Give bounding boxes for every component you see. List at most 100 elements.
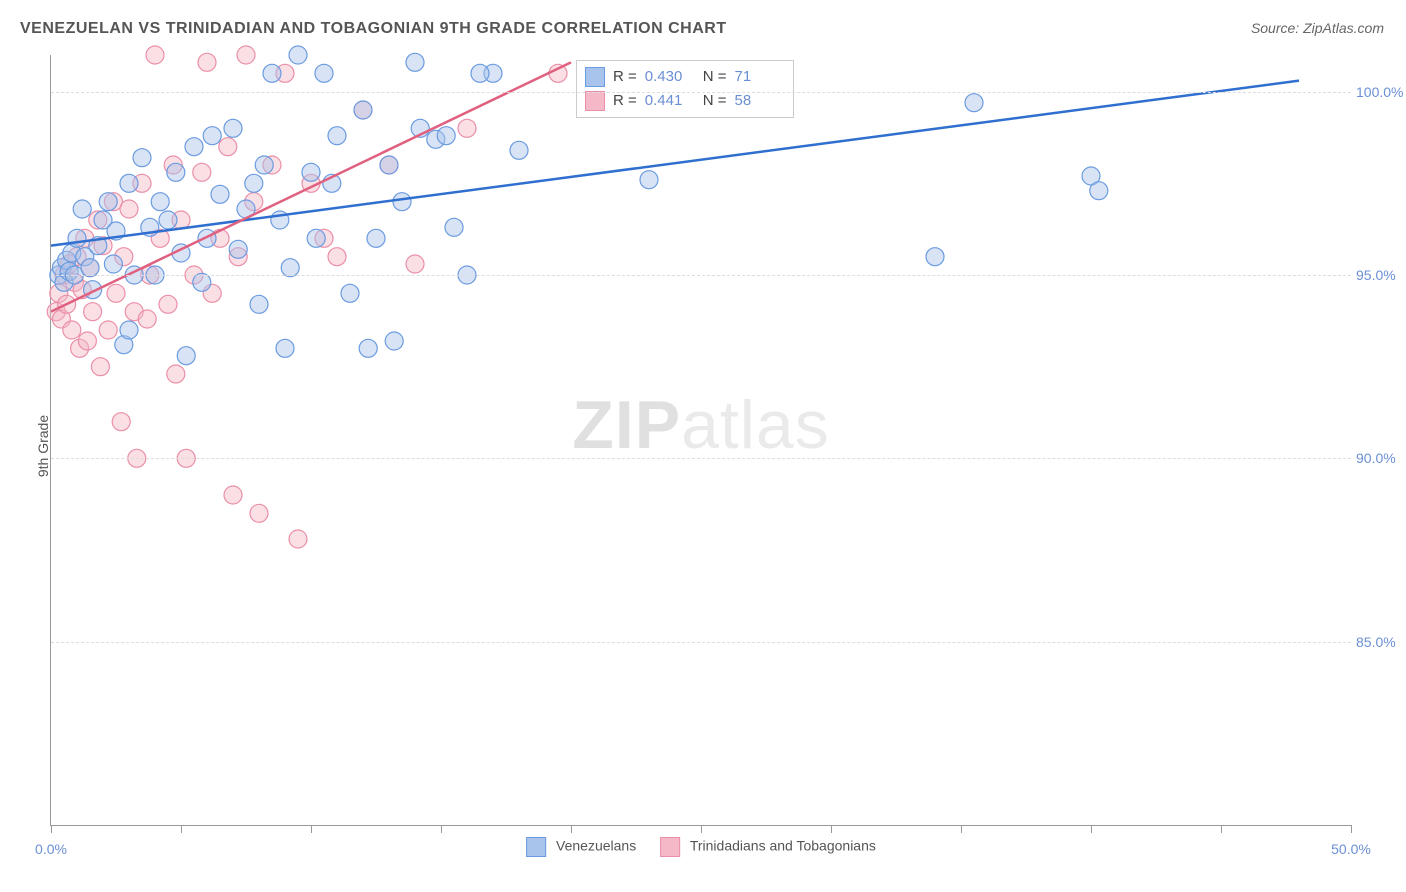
data-point xyxy=(203,127,221,145)
data-point xyxy=(146,46,164,64)
data-point xyxy=(198,53,216,71)
data-point xyxy=(91,358,109,376)
data-point xyxy=(99,193,117,211)
chart-canvas xyxy=(51,55,1351,825)
legend-label-1: Venezuelans xyxy=(556,838,636,854)
n-value-1: 71 xyxy=(735,65,785,89)
data-point xyxy=(255,156,273,174)
y-axis-label: 9th Grade xyxy=(35,415,51,477)
data-point xyxy=(307,229,325,247)
data-point xyxy=(84,303,102,321)
data-point xyxy=(263,64,281,82)
r-value-1: 0.430 xyxy=(645,65,695,89)
data-point xyxy=(302,163,320,181)
data-point xyxy=(1090,182,1108,200)
r-label: R = xyxy=(613,65,637,89)
y-tick-label: 90.0% xyxy=(1356,450,1406,466)
data-point xyxy=(328,127,346,145)
y-tick-label: 95.0% xyxy=(1356,267,1406,283)
data-point xyxy=(471,64,489,82)
data-point xyxy=(185,138,203,156)
data-point xyxy=(445,218,463,236)
stats-swatch-2 xyxy=(585,91,605,111)
data-point xyxy=(281,259,299,277)
x-tick xyxy=(1221,825,1222,833)
x-tick xyxy=(51,825,52,833)
data-point xyxy=(133,149,151,167)
stats-row-1: R = 0.430 N = 71 xyxy=(585,65,785,89)
stats-swatch-1 xyxy=(585,67,605,87)
data-point xyxy=(167,163,185,181)
y-tick-label: 85.0% xyxy=(1356,634,1406,650)
data-point xyxy=(211,185,229,203)
x-tick xyxy=(441,825,442,833)
data-point xyxy=(78,332,96,350)
data-point xyxy=(359,339,377,357)
data-point xyxy=(159,211,177,229)
y-tick-label: 100.0% xyxy=(1356,84,1406,100)
n-label: N = xyxy=(703,65,727,89)
data-point xyxy=(393,193,411,211)
data-point xyxy=(341,284,359,302)
legend: Venezuelans Trinidadians and Tobagonians xyxy=(526,837,876,857)
x-tick xyxy=(701,825,702,833)
data-point xyxy=(112,413,130,431)
x-tick xyxy=(831,825,832,833)
data-point xyxy=(354,101,372,119)
data-point xyxy=(385,332,403,350)
data-point xyxy=(510,141,528,159)
legend-swatch-2 xyxy=(660,837,680,857)
data-point xyxy=(107,284,125,302)
data-point xyxy=(965,94,983,112)
data-point xyxy=(406,255,424,273)
gridline xyxy=(51,458,1351,459)
x-tick-label: 50.0% xyxy=(1331,841,1371,857)
data-point xyxy=(63,321,81,339)
data-point xyxy=(224,486,242,504)
data-point xyxy=(193,273,211,291)
data-point xyxy=(640,171,658,189)
legend-item-2: Trinidadians and Tobagonians xyxy=(660,837,876,857)
plot-area: ZIPatlas R = 0.430 N = 71 R = 0.441 N = … xyxy=(50,55,1351,826)
data-point xyxy=(99,321,117,339)
stats-box: R = 0.430 N = 71 R = 0.441 N = 58 xyxy=(576,60,794,118)
legend-item-1: Venezuelans xyxy=(526,837,636,857)
data-point xyxy=(229,240,247,258)
data-point xyxy=(159,295,177,313)
source-label: Source: ZipAtlas.com xyxy=(1251,20,1384,36)
x-tick xyxy=(181,825,182,833)
data-point xyxy=(380,156,398,174)
data-point xyxy=(549,64,567,82)
legend-swatch-1 xyxy=(526,837,546,857)
x-tick-label: 0.0% xyxy=(35,841,67,857)
data-point xyxy=(250,295,268,313)
x-tick xyxy=(1351,825,1352,833)
data-point xyxy=(138,310,156,328)
data-point xyxy=(458,119,476,137)
legend-label-2: Trinidadians and Tobagonians xyxy=(690,838,876,854)
gridline xyxy=(51,92,1351,93)
data-point xyxy=(151,193,169,211)
data-point xyxy=(276,339,294,357)
data-point xyxy=(437,127,455,145)
data-point xyxy=(367,229,385,247)
x-tick xyxy=(1091,825,1092,833)
x-tick xyxy=(961,825,962,833)
gridline xyxy=(51,275,1351,276)
gridline xyxy=(51,642,1351,643)
data-point xyxy=(120,200,138,218)
data-point xyxy=(104,255,122,273)
data-point xyxy=(219,138,237,156)
data-point xyxy=(224,119,242,137)
data-point xyxy=(315,64,333,82)
data-point xyxy=(328,248,346,266)
data-point xyxy=(926,248,944,266)
data-point xyxy=(193,163,211,181)
data-point xyxy=(245,174,263,192)
chart-title: VENEZUELAN VS TRINIDADIAN AND TOBAGONIAN… xyxy=(20,20,727,38)
data-point xyxy=(289,530,307,548)
data-point xyxy=(406,53,424,71)
data-point xyxy=(68,229,86,247)
data-point xyxy=(81,259,99,277)
data-point xyxy=(120,174,138,192)
